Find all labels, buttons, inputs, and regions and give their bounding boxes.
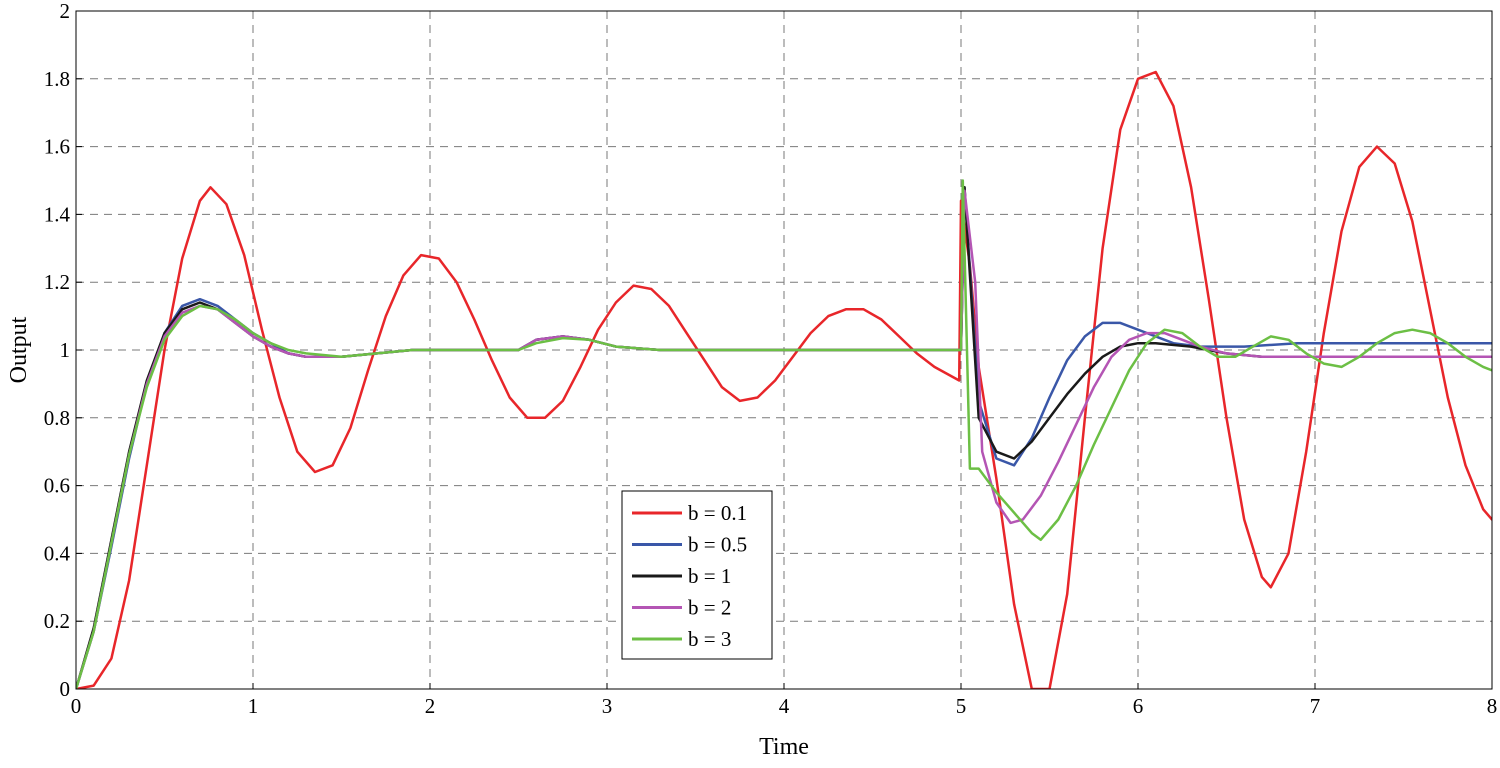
series-lines	[76, 70, 1492, 689]
y-tick-label: 0.2	[44, 609, 70, 633]
y-tick-label: 1.6	[44, 135, 70, 159]
legend-label: b = 3	[688, 627, 731, 651]
x-tick-label: 1	[248, 694, 259, 718]
legend-label: b = 0.1	[688, 501, 747, 525]
x-tick-label: 3	[602, 694, 613, 718]
y-tick-label: 0.6	[44, 474, 70, 498]
y-tick-label: 1.4	[44, 202, 71, 226]
x-tick-label: 6	[1133, 694, 1144, 718]
y-tick-label: 1.8	[44, 67, 70, 91]
legend-label: b = 1	[688, 564, 731, 588]
tick-labels: 0 1 2 3 4 5 6 7 8 0 0.2 0.4 0.6 0.8 1 1.2 1.4 1.6 1.8 2	[44, 0, 1498, 718]
x-axis-label: Time	[759, 734, 809, 760]
y-tick-label: 0.8	[44, 406, 70, 430]
legend: b = 0.1 b = 0.5 b = 1 b = 2 b = 3	[621, 490, 773, 660]
y-tick-label: 0.4	[44, 541, 71, 565]
legend-label: b = 0.5	[688, 533, 747, 557]
y-tick-label: 2	[60, 0, 71, 23]
series-line-1	[76, 70, 1492, 689]
y-tick-label: 0	[60, 677, 71, 701]
x-tick-label: 5	[956, 694, 967, 718]
x-tick-label: 0	[71, 694, 82, 718]
y-tick-label: 1	[60, 338, 71, 362]
x-tick-label: 4	[779, 694, 790, 718]
x-tick-label: 7	[1310, 694, 1321, 718]
series-line-5	[76, 179, 1492, 689]
x-tick-label: 2	[425, 694, 436, 718]
plot-frame	[75, 10, 1493, 690]
y-tick-label: 1.2	[44, 270, 70, 294]
legend-label: b = 2	[688, 596, 731, 620]
y-axis-label: Output	[6, 316, 32, 383]
x-tick-label: 8	[1487, 694, 1498, 718]
